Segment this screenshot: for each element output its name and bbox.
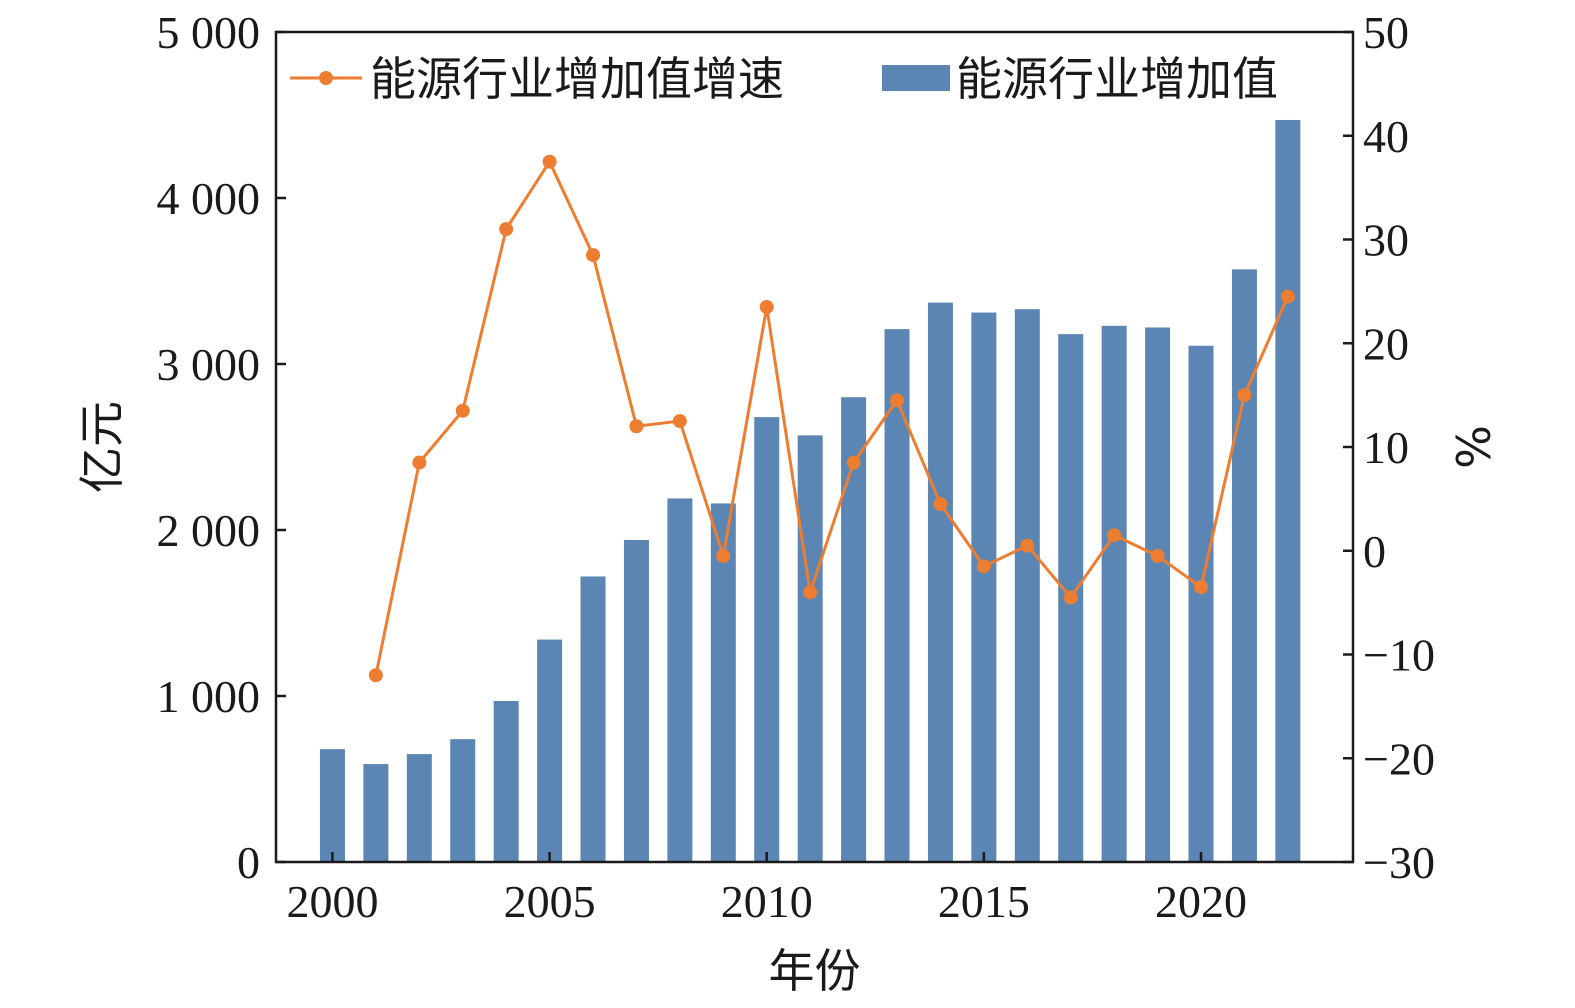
- bar-2014: [927, 302, 953, 863]
- bar-2005: [537, 639, 563, 862]
- y2-tick-label: 0: [1363, 526, 1386, 577]
- growth-point-2009: [716, 548, 731, 563]
- bar-2008: [667, 498, 693, 862]
- bar-2013: [884, 329, 910, 862]
- y2-tick-label: −20: [1363, 733, 1435, 784]
- growth-point-2003: [455, 403, 470, 418]
- bar-2002: [406, 754, 432, 862]
- legend-line-marker: [319, 71, 333, 85]
- y-tick-label: 3 000: [157, 339, 261, 390]
- growth-point-2010: [759, 299, 774, 314]
- growth-point-2001: [368, 668, 383, 683]
- growth-point-2002: [412, 455, 427, 470]
- y-tick-label: 2 000: [157, 505, 261, 556]
- bar-2011: [797, 435, 823, 862]
- legend-label-value: 能源行业增加值: [956, 52, 1278, 106]
- growth-point-2017: [1063, 590, 1078, 605]
- bar-2021: [1231, 269, 1257, 862]
- x-tick-label: 2020: [1155, 876, 1247, 927]
- bar-2009: [710, 503, 736, 862]
- bar-2020: [1188, 345, 1214, 862]
- legend-bar-swatch: [882, 65, 950, 91]
- bar-2019: [1145, 327, 1171, 863]
- x-tick-label: 2000: [286, 876, 378, 927]
- growth-point-2021: [1237, 388, 1252, 403]
- growth-point-2011: [803, 585, 818, 600]
- y2-axis-title: %: [1445, 425, 1499, 469]
- bar-series-group: [319, 119, 1301, 863]
- bar-2004: [493, 700, 519, 862]
- growth-point-2006: [586, 248, 601, 263]
- growth-point-2005: [542, 154, 557, 169]
- growth-point-2015: [976, 559, 991, 574]
- x-tick-label: 2015: [938, 876, 1030, 927]
- legend: 能源行业增加值增速 能源行业增加值: [290, 52, 1278, 106]
- growth-point-2020: [1194, 580, 1209, 595]
- growth-point-2014: [933, 497, 948, 512]
- y-tick-label: 1 000: [157, 671, 261, 722]
- y-axis-title: 亿元: [75, 401, 129, 493]
- growth-point-2016: [1020, 538, 1035, 553]
- bar-2016: [1014, 309, 1040, 863]
- growth-point-2018: [1107, 528, 1122, 543]
- y2-tick-label: 20: [1363, 318, 1409, 369]
- bar-2006: [580, 576, 606, 862]
- growth-point-2007: [629, 419, 644, 434]
- x-tick-label: 2005: [504, 876, 596, 927]
- growth-point-2019: [1150, 548, 1165, 563]
- y-tick-label: 0: [237, 837, 260, 888]
- bar-2000: [319, 749, 345, 862]
- y-tick-label: 4 000: [157, 173, 261, 224]
- y2-tick-label: −10: [1363, 630, 1435, 681]
- y-tick-label: 5 000: [157, 7, 261, 58]
- bar-2010: [754, 417, 780, 862]
- legend-label-growth: 能源行业增加值增速: [370, 52, 784, 106]
- bar-2012: [841, 397, 867, 862]
- x-axis-title: 年份: [769, 944, 861, 998]
- bar-2001: [363, 764, 389, 862]
- growth-point-2008: [672, 414, 687, 429]
- growth-point-2013: [890, 393, 905, 408]
- bar-2018: [1101, 325, 1127, 862]
- y2-tick-label: −30: [1363, 837, 1435, 888]
- growth-point-2004: [499, 222, 514, 237]
- y2-tick-label: 40: [1363, 111, 1409, 162]
- bar-2015: [971, 312, 997, 862]
- y2-tick-label: 50: [1363, 7, 1409, 58]
- growth-point-2022: [1280, 289, 1295, 304]
- growth-line: [374, 158, 1290, 676]
- bar-2007: [623, 539, 649, 862]
- y2-tick-label: 30: [1363, 215, 1409, 266]
- y2-tick-label: 10: [1363, 422, 1409, 473]
- x-tick-label: 2010: [721, 876, 813, 927]
- bar-2003: [450, 739, 476, 862]
- growth-point-2012: [846, 455, 861, 470]
- bar-2022: [1275, 119, 1301, 863]
